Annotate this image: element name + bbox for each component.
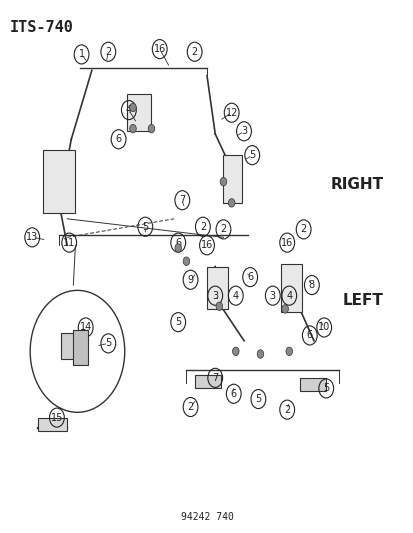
Text: 5: 5	[105, 338, 111, 349]
Text: 5: 5	[323, 383, 329, 393]
Text: 16: 16	[280, 238, 292, 248]
Text: 15: 15	[51, 413, 63, 423]
Text: RIGHT: RIGHT	[330, 177, 382, 192]
Text: 9: 9	[187, 274, 193, 285]
Text: 2: 2	[199, 222, 206, 232]
Circle shape	[220, 177, 226, 186]
Text: 2: 2	[187, 402, 193, 412]
Text: 1: 1	[78, 50, 84, 59]
Bar	[194, 375, 221, 389]
Text: 6: 6	[115, 134, 121, 144]
Text: 2: 2	[191, 47, 197, 56]
Text: 2: 2	[220, 224, 226, 235]
Text: 16: 16	[153, 44, 166, 54]
Circle shape	[175, 244, 181, 252]
Text: 10: 10	[317, 322, 330, 333]
Text: 3: 3	[240, 126, 247, 136]
Text: 2: 2	[300, 224, 306, 235]
Text: 94242 740: 94242 740	[180, 512, 233, 522]
Circle shape	[148, 124, 154, 133]
Text: 6: 6	[306, 330, 312, 341]
Text: 3: 3	[211, 290, 218, 301]
Text: 12: 12	[225, 108, 237, 118]
Circle shape	[228, 199, 235, 207]
Text: 5: 5	[255, 394, 261, 404]
Text: 3: 3	[269, 290, 275, 301]
Text: 11: 11	[63, 238, 75, 248]
Text: 8: 8	[308, 280, 314, 290]
Bar	[280, 264, 301, 312]
Bar	[126, 94, 151, 131]
Text: 6: 6	[230, 389, 236, 399]
Text: 5: 5	[142, 222, 148, 232]
Bar	[38, 418, 67, 431]
Bar	[61, 333, 81, 359]
Circle shape	[256, 350, 263, 358]
Bar	[73, 330, 88, 365]
Bar	[223, 155, 241, 203]
Text: 14: 14	[79, 322, 92, 333]
Circle shape	[129, 103, 136, 112]
Text: 13: 13	[26, 232, 38, 243]
Circle shape	[281, 305, 288, 313]
Text: 6: 6	[247, 272, 253, 282]
Bar	[43, 150, 75, 214]
Text: 5: 5	[175, 317, 181, 327]
Circle shape	[216, 302, 222, 311]
Text: 4: 4	[232, 290, 238, 301]
Circle shape	[129, 124, 136, 133]
Text: 2: 2	[105, 47, 111, 56]
Text: 5: 5	[249, 150, 255, 160]
Text: 16: 16	[200, 240, 213, 251]
Bar	[299, 378, 325, 391]
Circle shape	[285, 347, 292, 356]
Text: 6: 6	[175, 238, 181, 248]
Text: 4: 4	[285, 290, 292, 301]
Circle shape	[183, 257, 189, 265]
Bar	[206, 266, 227, 309]
Text: 4: 4	[126, 105, 132, 115]
Text: LEFT: LEFT	[342, 294, 383, 309]
Text: 2: 2	[283, 405, 290, 415]
Circle shape	[232, 347, 238, 356]
Text: ITS-740: ITS-740	[9, 20, 74, 35]
Text: 7: 7	[211, 373, 218, 383]
Text: 7: 7	[179, 195, 185, 205]
